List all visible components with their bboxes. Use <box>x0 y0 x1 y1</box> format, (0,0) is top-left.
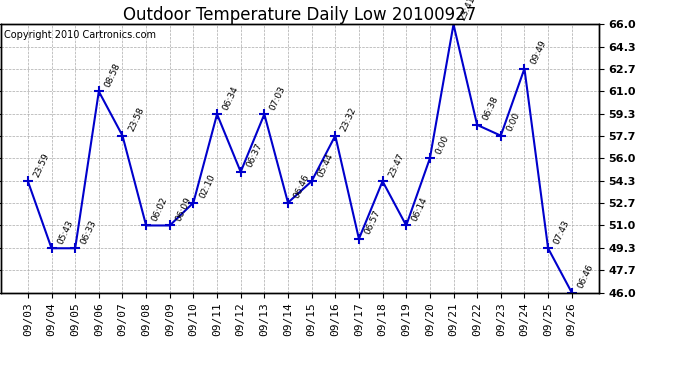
Text: 06:46: 06:46 <box>576 262 595 290</box>
Text: 07:03: 07:03 <box>268 84 288 111</box>
Text: 23:41: 23:41 <box>457 0 477 22</box>
Text: 0:00: 0:00 <box>505 111 522 133</box>
Text: 06:57: 06:57 <box>363 209 382 236</box>
Text: 06:14: 06:14 <box>411 195 429 223</box>
Text: 23:47: 23:47 <box>386 152 406 178</box>
Text: 02:10: 02:10 <box>197 173 217 200</box>
Text: 06:38: 06:38 <box>482 95 500 122</box>
Text: 08:58: 08:58 <box>103 62 122 88</box>
Text: 06:02: 06:02 <box>150 195 169 223</box>
Text: 06:34: 06:34 <box>221 84 240 111</box>
Text: 23:58: 23:58 <box>127 106 146 133</box>
Text: 23:32: 23:32 <box>339 106 358 133</box>
Text: 06:46: 06:46 <box>292 173 311 200</box>
Text: 06:37: 06:37 <box>245 142 264 169</box>
Text: 06:09: 06:09 <box>174 195 193 223</box>
Text: 06:33: 06:33 <box>79 218 99 246</box>
Text: Copyright 2010 Cartronics.com: Copyright 2010 Cartronics.com <box>3 30 156 40</box>
Text: 07:43: 07:43 <box>552 218 571 246</box>
Text: 0:00: 0:00 <box>434 134 451 156</box>
Text: 23:59: 23:59 <box>32 151 51 178</box>
Text: 05:43: 05:43 <box>56 218 75 246</box>
Title: Outdoor Temperature Daily Low 20100927: Outdoor Temperature Daily Low 20100927 <box>124 6 476 24</box>
Text: 05:44: 05:44 <box>316 152 335 178</box>
Text: 09:49: 09:49 <box>529 39 548 66</box>
